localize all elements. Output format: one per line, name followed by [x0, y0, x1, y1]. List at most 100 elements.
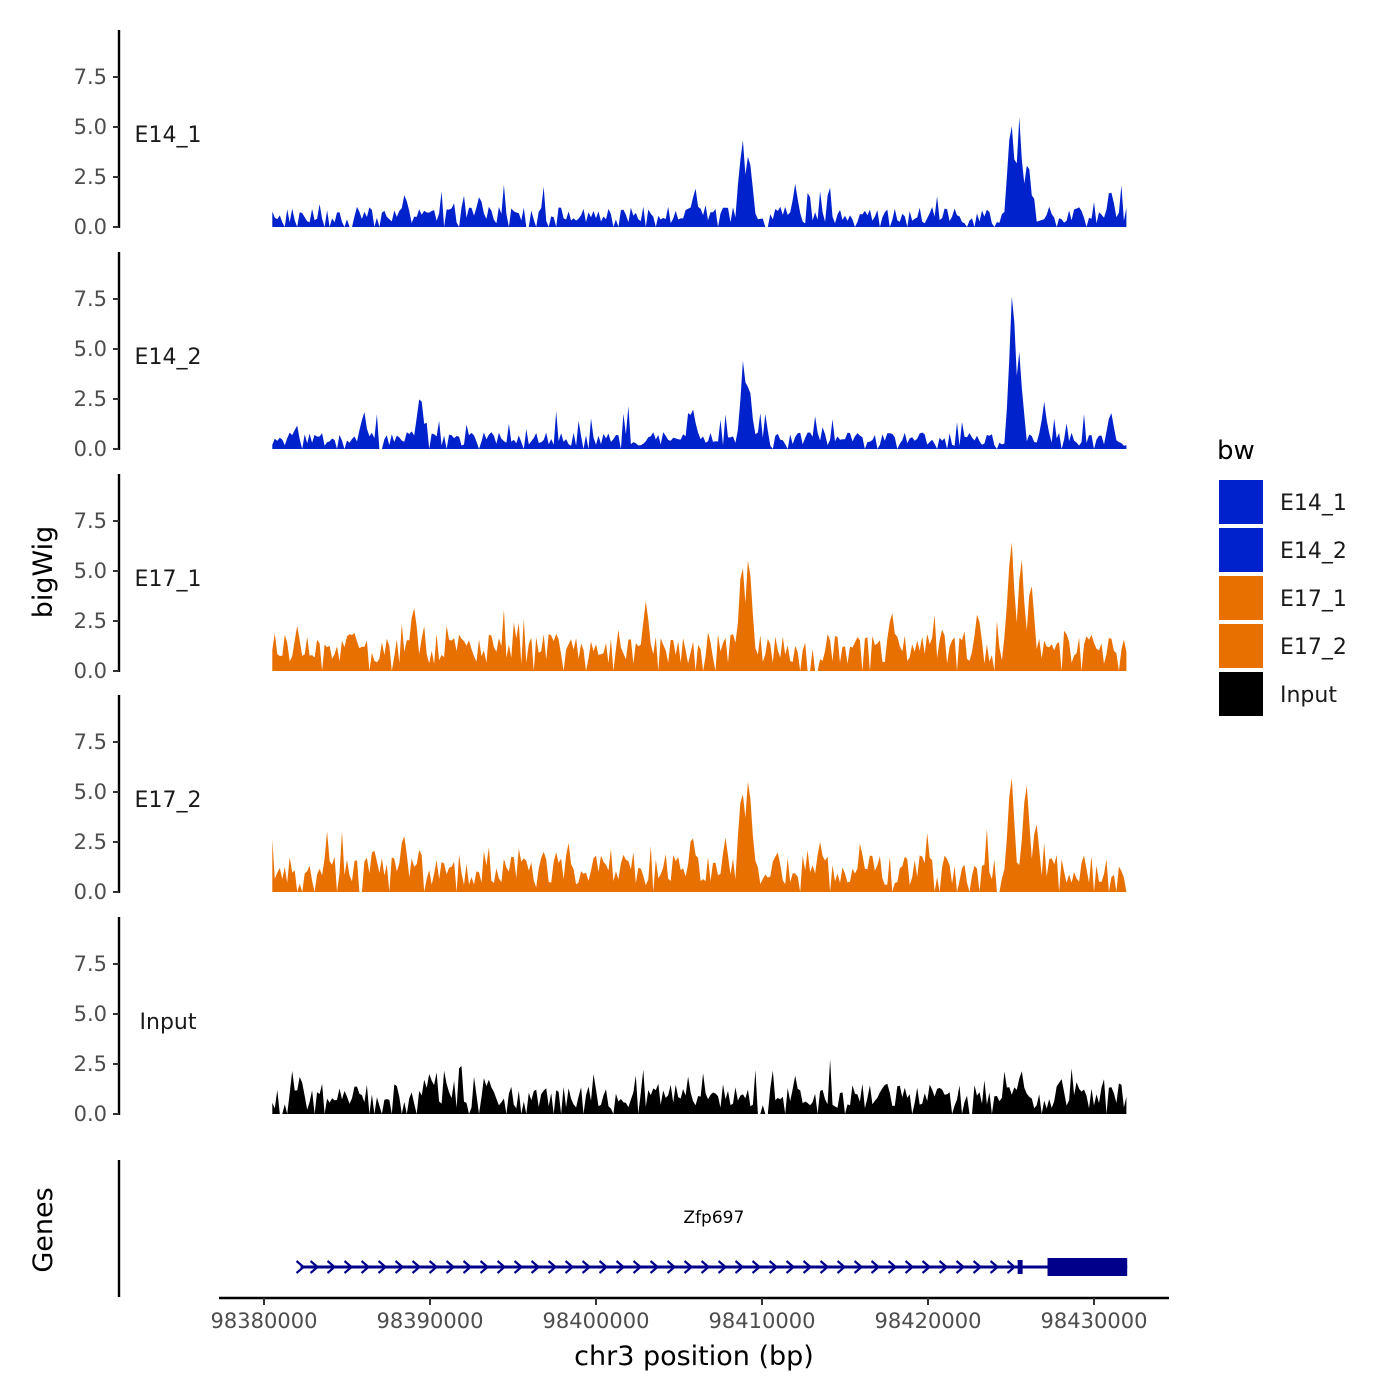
strand-arrow — [479, 1260, 490, 1274]
track-label: E17_1 — [135, 567, 202, 592]
x-axis-title: chr3 position (bp) — [574, 1341, 814, 1372]
coverage-tracks: 0.0 2.5 5.0 7.5 E14_1 0.0 2.5 5.0 7.5 E14_2 0.0 2.5… — [74, 30, 1127, 1126]
strand-arrow — [751, 1260, 762, 1274]
strand-arrow — [938, 1260, 949, 1274]
strand-arrow — [411, 1260, 422, 1274]
strand-arrow — [717, 1260, 728, 1274]
strand-arrow — [530, 1260, 541, 1274]
strand-arrow — [564, 1260, 575, 1274]
y-tick-label: 5.0 — [74, 337, 107, 361]
y-tick-label: 7.5 — [74, 65, 107, 89]
strand-arrow — [326, 1260, 337, 1274]
strand-arrow — [445, 1260, 456, 1274]
legend-label-E17_2: E17_2 — [1280, 635, 1347, 660]
strand-arrow — [921, 1260, 932, 1274]
strand-arrow — [649, 1260, 660, 1274]
y-tick-label: 7.5 — [74, 952, 107, 976]
legend-swatch-E17_1 — [1219, 576, 1263, 620]
strand-arrow — [377, 1260, 388, 1274]
x-tick-label: 98400000 — [543, 1309, 650, 1333]
y-tick-label: 7.5 — [74, 287, 107, 311]
track-E17_2: 0.0 2.5 5.0 7.5 E17_2 — [74, 695, 1127, 904]
strand-arrow — [343, 1260, 354, 1274]
strand-arrow — [632, 1260, 643, 1274]
coverage-area-Input — [272, 1059, 1127, 1114]
y-tick-label: 2.5 — [74, 1052, 107, 1076]
strand-arrow — [972, 1260, 983, 1274]
strand-arrow — [989, 1260, 1000, 1274]
legend-label-Input: Input — [1280, 683, 1337, 708]
x-tick-label: 98430000 — [1041, 1309, 1148, 1333]
strand-arrow — [547, 1260, 558, 1274]
genes-axis-title: Genes — [28, 1187, 59, 1272]
strand-arrow — [615, 1260, 626, 1274]
strand-arrow — [666, 1260, 677, 1274]
x-tick-label: 98410000 — [709, 1309, 816, 1333]
track-Input: 0.0 2.5 5.0 7.5 Input — [74, 917, 1127, 1126]
y-tick-label: 2.5 — [74, 387, 107, 411]
strand-arrow — [955, 1260, 966, 1274]
genes-panel: Zfp697 — [117, 1160, 1128, 1297]
strand-arrow — [870, 1260, 881, 1274]
legend-label-E17_1: E17_1 — [1280, 587, 1347, 612]
track-label: E14_2 — [135, 345, 202, 370]
y-tick-label: 2.5 — [74, 609, 107, 633]
gene-exon — [1047, 1258, 1128, 1276]
strand-arrow — [836, 1260, 847, 1274]
y-tick-label: 0.0 — [74, 437, 107, 461]
y-tick-label: 0.0 — [74, 880, 107, 904]
strand-arrow — [428, 1260, 439, 1274]
strand-arrow — [394, 1260, 405, 1274]
legend: bw E14_1 E14_2 E17_1 E17_2 Input — [1217, 436, 1347, 716]
legend-title: bw — [1217, 436, 1255, 466]
strand-arrow — [802, 1260, 813, 1274]
strand-arrow — [734, 1260, 745, 1274]
y-tick-label: 7.5 — [74, 509, 107, 533]
legend-swatch-Input — [1219, 672, 1263, 716]
strand-arrow — [462, 1260, 473, 1274]
strand-arrow — [785, 1260, 796, 1274]
coverage-area-E17_2 — [272, 778, 1127, 892]
strand-arrow — [768, 1260, 779, 1274]
legend-label-E14_1: E14_1 — [1280, 491, 1347, 516]
strand-arrow — [309, 1260, 320, 1274]
strand-arrow — [360, 1260, 371, 1274]
y-tick-label: 5.0 — [74, 780, 107, 804]
x-axis: 98380000 98390000 98400000 98410000 98420000… — [211, 1296, 1169, 1333]
legend-swatch-E17_2 — [1219, 624, 1263, 668]
track-E17_1: 0.0 2.5 5.0 7.5 E17_1 — [74, 474, 1127, 683]
strand-arrow — [513, 1260, 524, 1274]
y-tick-label: 5.0 — [74, 559, 107, 583]
y-axis-title: bigWig — [28, 526, 59, 619]
y-tick-label: 5.0 — [74, 1002, 107, 1026]
x-tick-label: 98390000 — [377, 1309, 484, 1333]
y-tick-label: 0.0 — [74, 659, 107, 683]
coverage-area-E14_1 — [272, 117, 1127, 227]
strand-arrow — [496, 1260, 507, 1274]
y-tick-label: 2.5 — [74, 830, 107, 854]
legend-swatch-E14_2 — [1219, 528, 1263, 572]
strand-arrow — [700, 1260, 711, 1274]
track-E14_2: 0.0 2.5 5.0 7.5 E14_2 — [74, 252, 1127, 461]
legend-label-E14_2: E14_2 — [1280, 539, 1347, 564]
strand-arrow — [904, 1260, 915, 1274]
strand-arrow — [295, 1260, 306, 1274]
track-label: E14_1 — [135, 123, 202, 148]
y-tick-label: 2.5 — [74, 165, 107, 189]
gene-exon — [1017, 1260, 1023, 1274]
y-tick-label: 0.0 — [74, 215, 107, 239]
track-label: Input — [140, 1010, 197, 1035]
strand-arrow — [819, 1260, 830, 1274]
legend-swatch-E14_1 — [1219, 480, 1263, 524]
x-tick-label: 98380000 — [211, 1309, 318, 1333]
strand-arrow — [1006, 1260, 1017, 1274]
track-label: E17_2 — [135, 788, 202, 813]
y-tick-label: 5.0 — [74, 115, 107, 139]
gene-name-label: Zfp697 — [683, 1208, 744, 1228]
strand-arrow — [581, 1260, 592, 1274]
strand-arrow — [683, 1260, 694, 1274]
track-E14_1: 0.0 2.5 5.0 7.5 E14_1 — [74, 30, 1127, 239]
strand-arrow — [853, 1260, 864, 1274]
strand-arrow — [598, 1260, 609, 1274]
